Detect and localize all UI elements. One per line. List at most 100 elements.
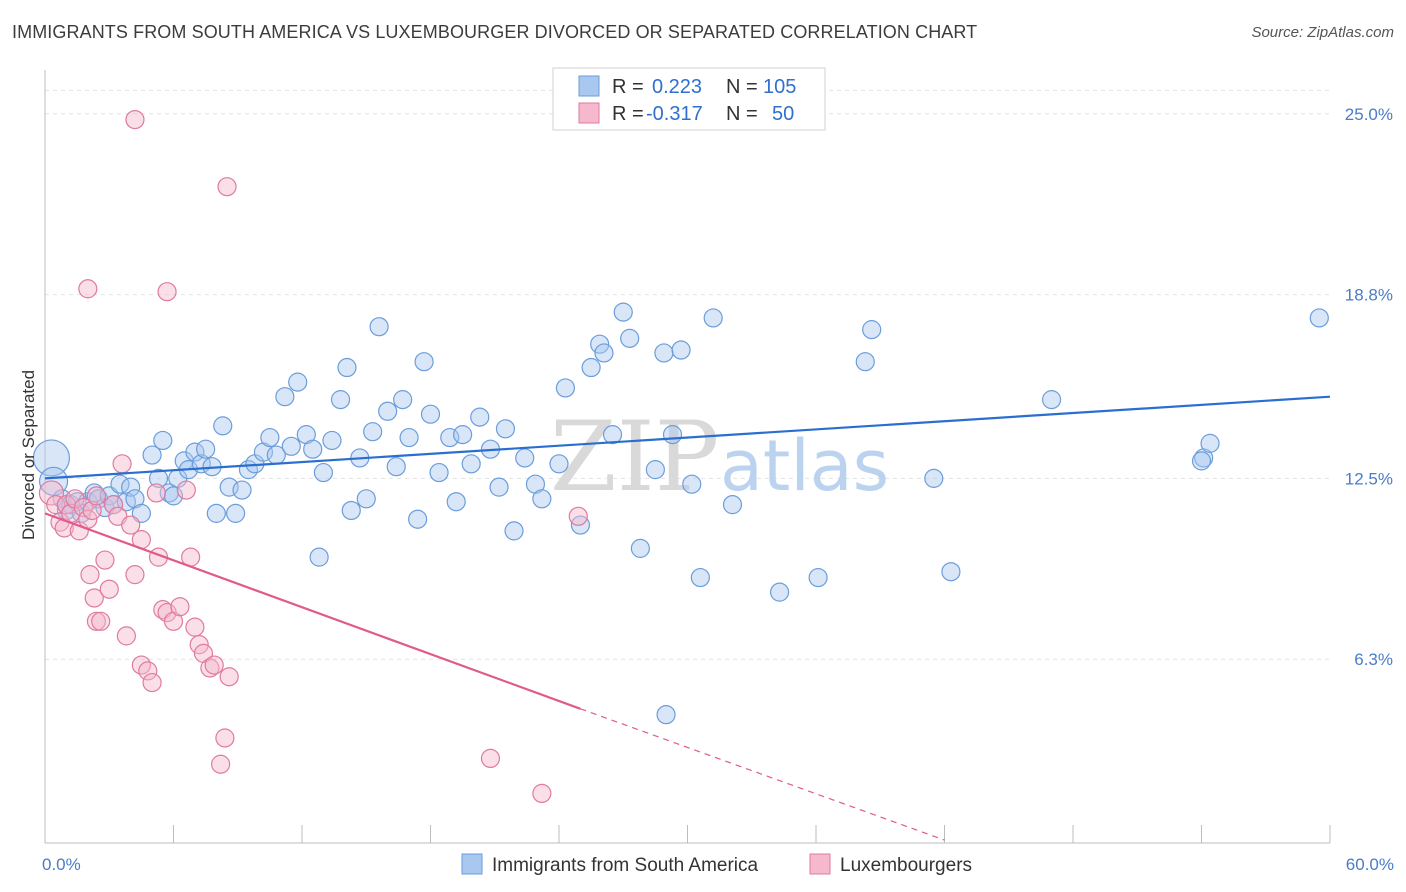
point-0-53 xyxy=(363,422,383,442)
point-0-57 xyxy=(393,390,413,410)
point-0-83 xyxy=(620,328,640,348)
y-tick-label-3: 25.0% xyxy=(1345,105,1393,124)
point-1-12 xyxy=(78,279,98,299)
y-tick-label-0: 6.3% xyxy=(1354,650,1393,669)
point-0-15 xyxy=(121,477,141,497)
point-0-30 xyxy=(206,503,226,523)
point-0-13 xyxy=(110,474,130,494)
point-1-44 xyxy=(125,109,145,130)
trend-lines xyxy=(44,395,1331,841)
point-1-0 xyxy=(38,480,65,506)
point-1-33 xyxy=(170,597,190,617)
point-1-41 xyxy=(211,754,231,774)
bottom-legend-swatch-south-america xyxy=(461,853,483,875)
point-1-26 xyxy=(138,661,158,681)
point-0-69 xyxy=(489,477,509,497)
legend-swatch-luxembourgers xyxy=(578,102,600,124)
point-0-31 xyxy=(213,416,233,436)
point-1-24 xyxy=(125,565,145,585)
point-1-13 xyxy=(80,565,100,585)
point-0-18 xyxy=(142,445,162,465)
trend-line-dashed-1 xyxy=(580,708,945,841)
legend-box: R = 0.223 N = 105 R = -0.317 N = 50 xyxy=(552,67,826,131)
legend-r-value-2: -0.317 xyxy=(646,103,703,125)
legend-r-label-2: R = xyxy=(612,103,644,125)
legend-r-label-1: R = xyxy=(612,76,644,98)
point-0-84 xyxy=(630,538,650,558)
point-0-26 xyxy=(185,442,205,462)
trend-line-0 xyxy=(44,395,1331,480)
point-1-15 xyxy=(86,611,107,631)
point-0-104 xyxy=(656,705,676,725)
point-1-28 xyxy=(146,483,166,503)
point-1-11 xyxy=(86,486,107,506)
x-tick-label-1: 60.0% xyxy=(1346,855,1394,874)
point-0-82 xyxy=(613,302,633,322)
point-0-99 xyxy=(1041,390,1062,410)
bottom-legend-label-south-america: Immigrants from South America xyxy=(492,855,759,876)
point-0-72 xyxy=(515,448,535,468)
point-1-47 xyxy=(480,748,501,769)
point-0-66 xyxy=(461,454,481,474)
point-0-70 xyxy=(495,419,516,439)
point-0-28 xyxy=(196,439,216,459)
point-0-74 xyxy=(532,489,552,509)
point-1-49 xyxy=(568,506,588,526)
point-0-49 xyxy=(337,357,357,378)
legend-swatch-south-america xyxy=(578,75,600,97)
point-1-40 xyxy=(204,655,224,675)
point-0-46 xyxy=(313,462,334,483)
axes xyxy=(44,70,1331,844)
y-tick-label-1: 12.5% xyxy=(1345,469,1393,488)
point-1-46 xyxy=(157,282,177,302)
bottom-legend: Immigrants from South America Luxembourg… xyxy=(461,853,972,876)
point-0-71 xyxy=(504,521,524,541)
bottom-legend-swatch-luxembourgers xyxy=(809,853,831,875)
x-tick-label-0: 0.0% xyxy=(42,855,81,874)
legend-n-value-1: 105 xyxy=(763,76,796,98)
point-0-56 xyxy=(386,457,406,477)
point-0-97 xyxy=(924,468,944,488)
point-1-16 xyxy=(91,611,111,631)
y-tick-label-2: 18.8% xyxy=(1345,286,1393,305)
series-south-america-points xyxy=(32,302,1329,725)
point-1-34 xyxy=(176,480,196,500)
legend-n-label-1: N = xyxy=(726,76,758,98)
point-0-86 xyxy=(654,343,674,363)
trend-line-1 xyxy=(44,512,581,710)
series-luxembourgers-points xyxy=(38,109,588,804)
point-0-92 xyxy=(722,495,743,515)
chart-title: IMMIGRANTS FROM SOUTH AMERICA VS LUXEMBO… xyxy=(12,22,978,42)
y-axis-label: Divorced or Separated xyxy=(19,370,38,540)
bottom-legend-label-luxembourgers: Luxembourgers xyxy=(840,855,972,876)
point-0-75 xyxy=(549,454,569,474)
point-1-48 xyxy=(532,783,552,804)
point-0-40 xyxy=(275,387,295,407)
point-1-27 xyxy=(142,672,162,693)
point-0-0 xyxy=(32,439,71,477)
legend-r-value-1: 0.223 xyxy=(652,76,702,98)
point-0-59 xyxy=(408,509,428,529)
point-1-17 xyxy=(95,550,115,570)
point-0-20 xyxy=(153,430,173,451)
point-1-10 xyxy=(82,500,102,521)
source-note: Source: ZipAtlas.com xyxy=(1251,24,1394,41)
point-0-89 xyxy=(682,474,702,494)
grid-lines xyxy=(45,89,1330,660)
point-1-23 xyxy=(121,515,141,535)
point-1-21 xyxy=(112,454,132,474)
point-0-64 xyxy=(446,492,466,512)
point-0-96 xyxy=(862,320,882,340)
point-1-14 xyxy=(84,588,104,608)
point-0-33 xyxy=(226,503,246,523)
point-0-93 xyxy=(769,582,790,602)
point-1-37 xyxy=(189,635,209,655)
point-0-34 xyxy=(232,480,252,500)
tick-labels: 6.3% 12.5% 18.8% 25.0% 0.0% 60.0% xyxy=(42,105,1394,874)
point-0-41 xyxy=(281,436,301,456)
point-0-47 xyxy=(322,430,342,451)
point-0-42 xyxy=(288,372,308,392)
point-0-45 xyxy=(309,547,329,567)
watermark-zip: ZIP xyxy=(550,401,719,513)
